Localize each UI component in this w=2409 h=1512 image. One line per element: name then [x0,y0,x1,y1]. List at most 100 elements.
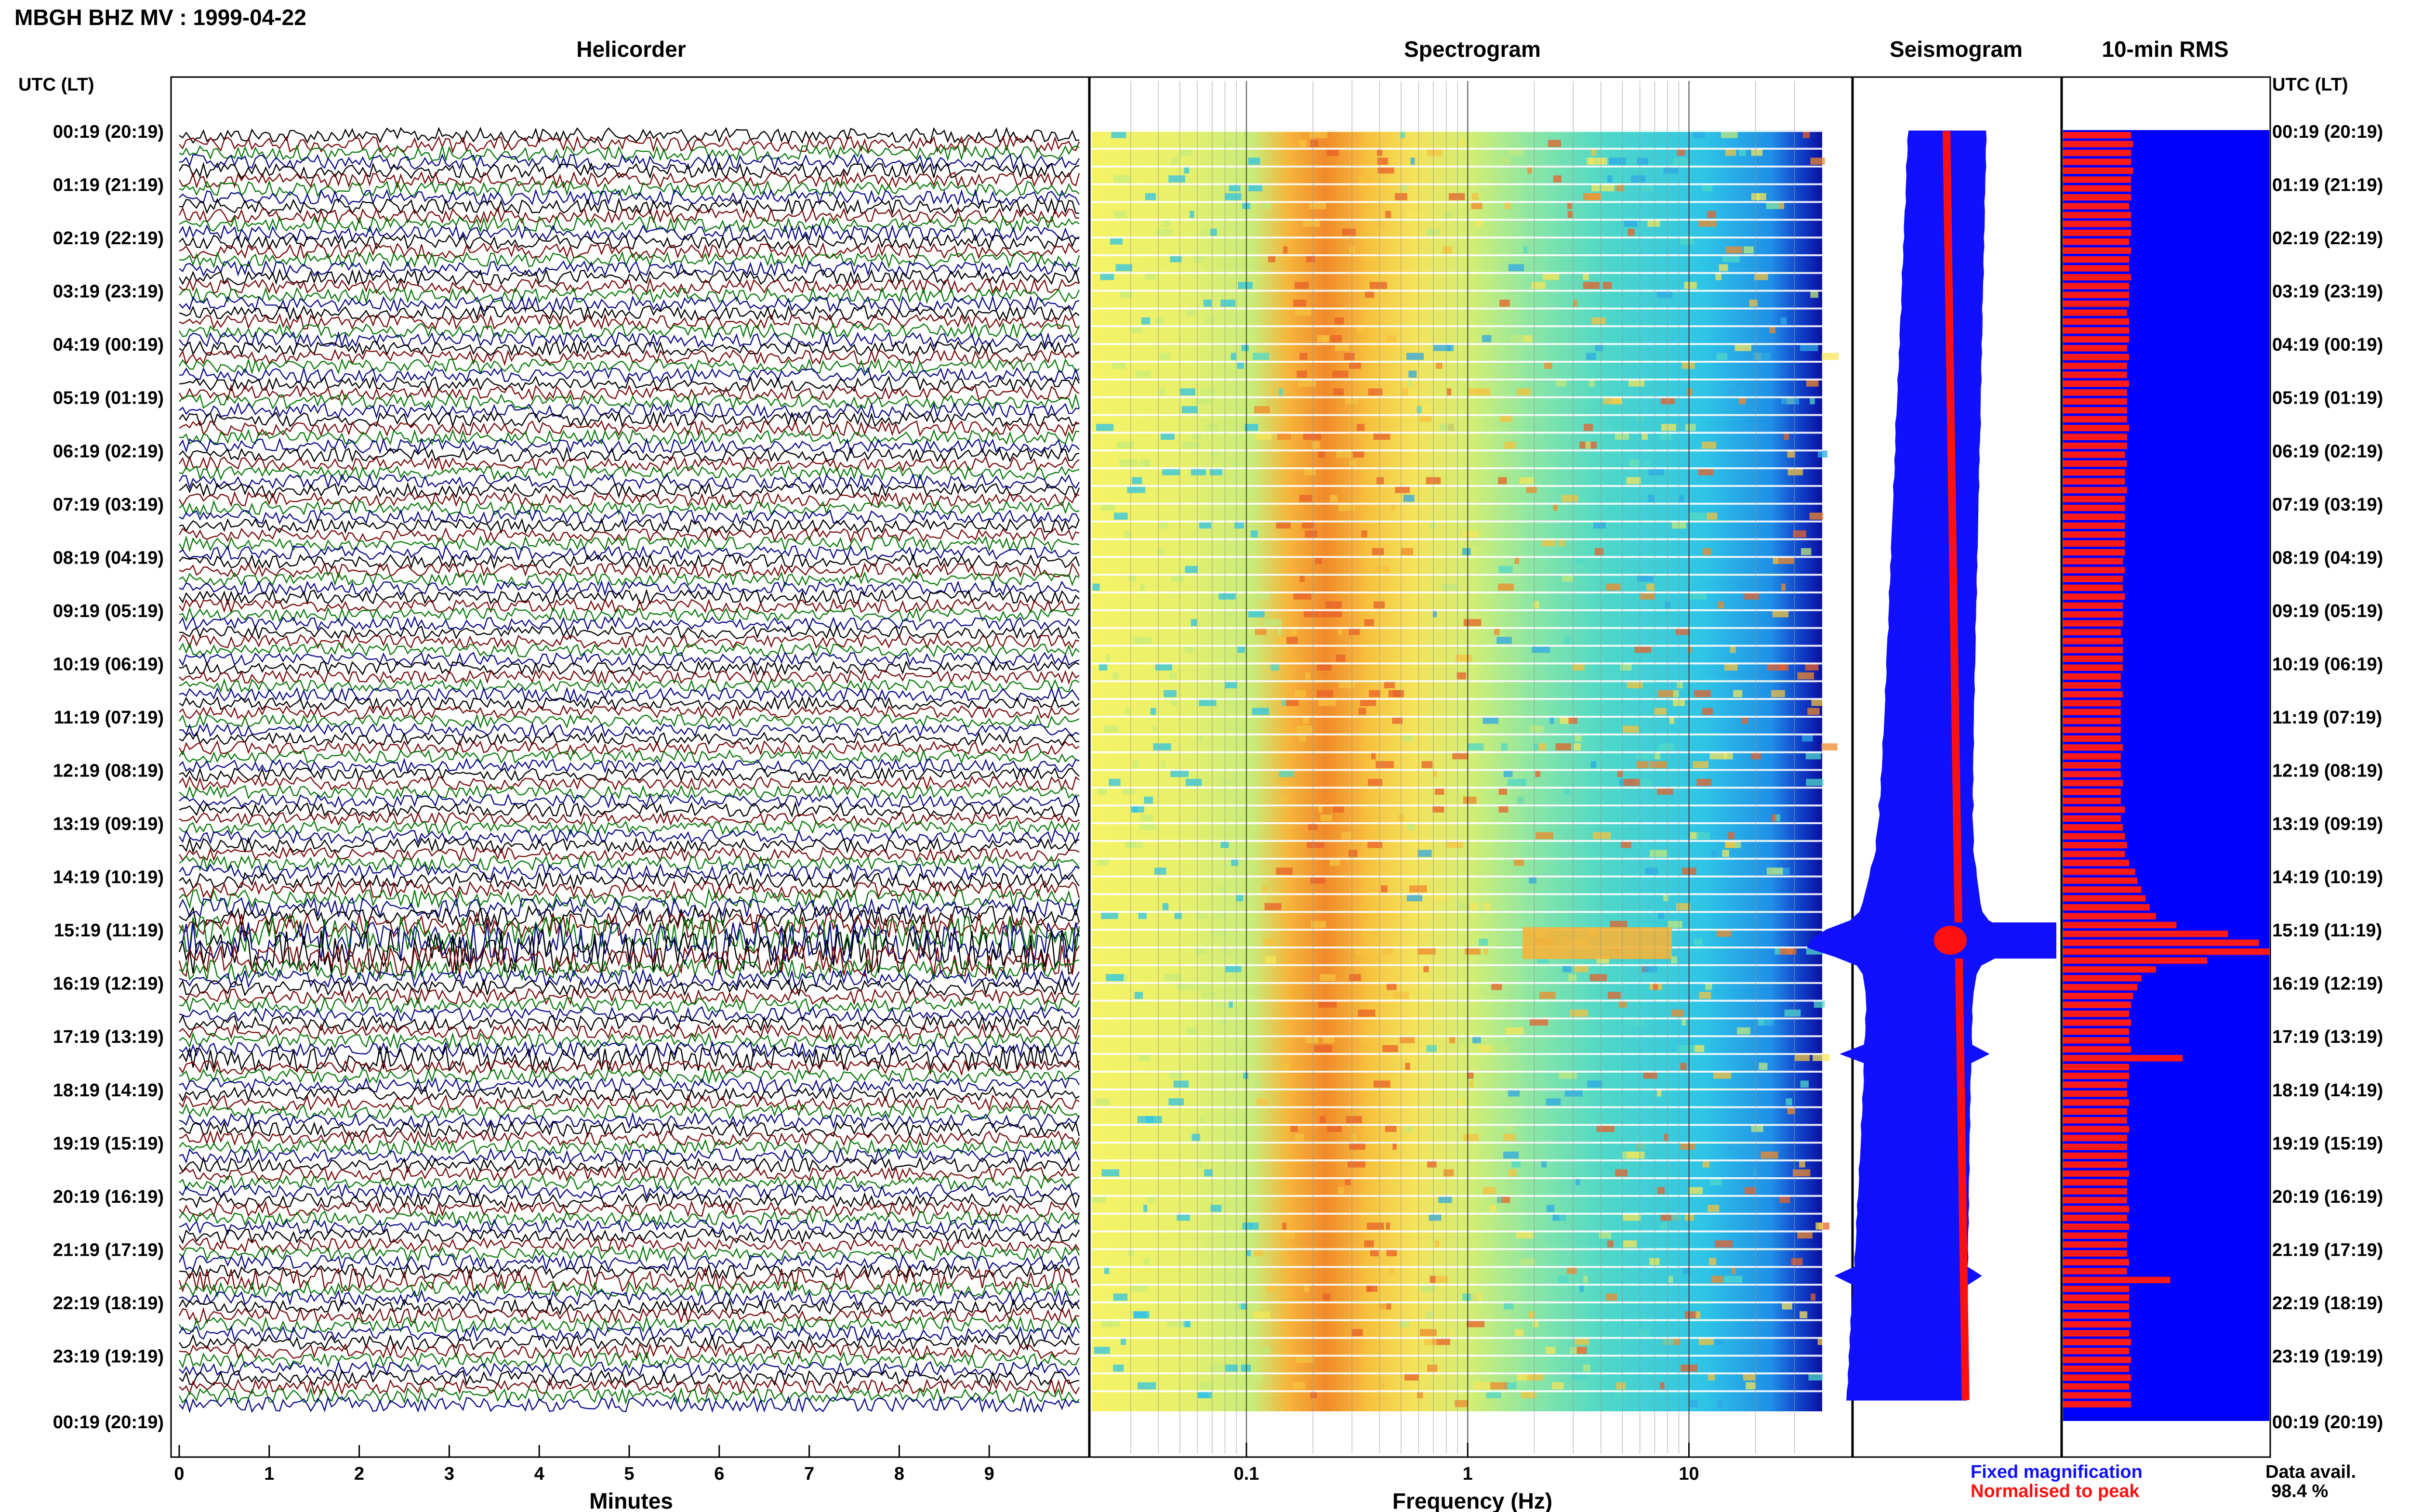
spectrogram-cell [1212,912,1228,919]
spectrogram-cell [1429,1036,1435,1043]
spectrogram-cell [1787,468,1803,475]
helicorder-trace [179,905,1080,928]
spectrogram-cell [1575,734,1582,742]
spectrogram-cell [1392,1143,1397,1150]
spectrogram-cell [1191,468,1206,475]
spectrogram-cell [1694,131,1705,138]
spectrogram-cell [1507,778,1524,786]
spectrogram-cell [1687,388,1693,395]
spectrogram-cell [1432,770,1437,777]
helicorder-trace [179,1103,1080,1120]
spectrogram-cell [1583,1275,1588,1283]
spectrogram-cell [1101,1169,1120,1177]
spectrogram-cell [1738,397,1746,405]
rms-bar [2063,797,2121,804]
time-tick-right: 18:19 (14:19) [2272,1080,2383,1101]
spectrogram-cell [1363,1329,1374,1336]
rms-bar [2063,629,2121,636]
spectrogram-cell [1323,1293,1331,1301]
spectrogram-cell [1517,388,1531,395]
spectrogram-cell [1384,681,1395,688]
spectrogram-cell [1358,708,1366,715]
spectrogram-cell [1500,158,1510,165]
spectrogram-cell [1598,1098,1612,1105]
rms-bar [2063,664,2123,671]
helicorder-trace [179,793,1080,809]
spectrogram-cell [1800,1311,1808,1318]
helicorder-trace [179,1120,1080,1139]
helicorder-trace [179,606,1080,623]
helicorder-trace [178,749,1080,765]
spectrogram-cell [1284,1231,1295,1239]
frequency-tick-label: 0.1 [1234,1464,1259,1484]
data-availability-label: Data avail. [2265,1462,2356,1482]
helicorder-trace [178,170,1080,189]
helicorder-trace [178,455,1080,473]
spectrogram-cell [1517,796,1523,804]
spectrogram-cell [1218,1018,1229,1026]
spectrogram-cell [1211,930,1226,937]
spectrogram-cell [1119,459,1138,467]
spectrogram-cell [1817,1338,1822,1345]
spectrogram-cell [1657,290,1673,298]
seismogram-normalised-curve [1943,131,1970,1400]
rms-bar [2063,291,2129,298]
spectrogram-cell [1210,228,1217,236]
spectrogram-cell [1370,1249,1379,1257]
spectrogram-cell [1772,814,1777,822]
spectrogram-cell [1663,894,1669,902]
spectrogram-cell [1805,663,1819,671]
spectrogram-cell [1694,690,1711,697]
spectrogram-cell [1805,752,1821,760]
spectrogram-cell [1498,788,1507,795]
spectrogram-cell [1556,379,1567,387]
spectrogram-cell [1333,388,1344,395]
spectrogram-cell [1364,1240,1374,1248]
spectrogram-cell [1279,388,1284,395]
spectrogram-cell [1348,850,1358,857]
spectrogram-cell [1335,317,1344,325]
spectrogram-cell [1786,1098,1792,1105]
spectrogram-cell [1405,1125,1412,1132]
helicorder-trace [179,250,1080,269]
spectrogram-cell [1759,1063,1768,1070]
spectrogram-cell [1645,868,1658,875]
helicorder-trace [179,1236,1080,1253]
helicorder-trace [179,153,1080,171]
spectrogram-cell [1527,166,1532,174]
spectrogram-cell [1148,1196,1156,1203]
spectrogram-cell [1574,743,1581,750]
spectrogram-cell [1143,1205,1148,1212]
minute-tick-label: 6 [714,1464,724,1484]
spectrogram-row-gaps [1092,130,1822,1393]
spectrogram-cell [1737,1027,1750,1035]
rms-bar [2063,336,2129,343]
spectrogram-cell [1614,1391,1624,1398]
spectrogram-cell [1520,1258,1535,1265]
spectrogram-cell [1226,699,1243,706]
helicorder-trace [179,1342,1080,1360]
rms-panel [2061,76,2271,1458]
spectrogram-cell [1181,441,1200,449]
spectrogram-cell [1474,220,1483,227]
spectrogram-cell [1715,1240,1733,1248]
spectrogram-cell [1682,1267,1690,1274]
spectrogram-cell [1542,273,1560,280]
spectrogram-cell [1627,1151,1645,1159]
spectrogram-cell [1506,1125,1514,1132]
helicorder-trace [178,739,1080,756]
helicorder-panel: 0 1 2 3 4 5 6 7 8 9 [170,76,1090,1484]
spectrogram-cell [1558,539,1565,547]
spectrogram-cell [1297,370,1307,378]
rms-bar [2063,132,2131,139]
spectrogram-cell [1710,1178,1722,1185]
spectrogram-cell [1309,131,1327,138]
rms-bar [2063,407,2127,414]
rms-bar [2063,993,2133,999]
spectrogram-cell [1435,788,1444,795]
spectrogram-cell [1171,575,1184,582]
spectrogram-cell [1153,743,1171,750]
helicorder-trace [179,1076,1080,1093]
rms-bar [2063,318,2129,325]
spectrogram-cell [1456,672,1466,680]
